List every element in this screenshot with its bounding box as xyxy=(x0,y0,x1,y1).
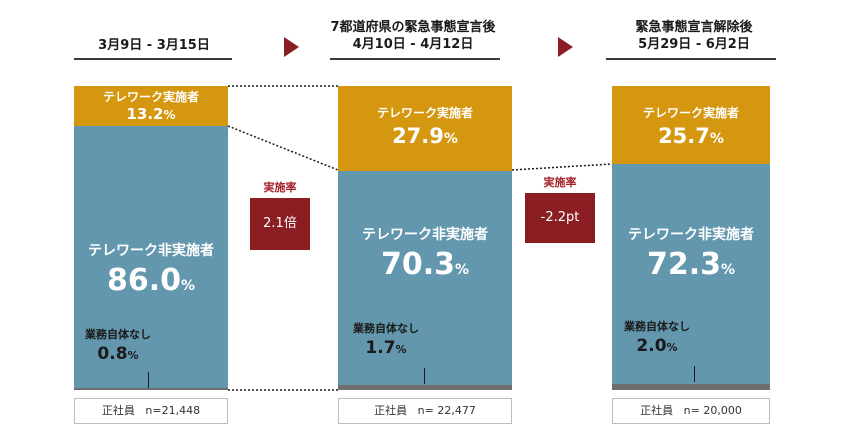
bar-2-non-telework-unit: % xyxy=(455,262,470,278)
bar-1-non-telework-label: テレワーク非実施者 86.0% xyxy=(74,240,228,307)
bar-3-non-telework-segment xyxy=(612,164,770,384)
bar-1-no-work-unit: % xyxy=(127,349,139,362)
bar-2-no-work-segment xyxy=(338,384,512,390)
period-header-3-dates: 5月29日 - 6月2日 xyxy=(638,37,750,52)
period-header-2-underline xyxy=(330,58,500,60)
period-header-2-dates: 4月10日 - 4月12日 xyxy=(352,37,474,52)
bar-2-non-telework-value: 70.3 xyxy=(380,247,455,282)
bar-3-telework-segment xyxy=(612,86,770,165)
sample-1-n: n=21,448 xyxy=(145,404,201,417)
bar-1-no-work-segment xyxy=(74,387,228,390)
bar-1-telework-name: テレワーク実施者 xyxy=(102,90,199,104)
bar-1-no-work-pointer xyxy=(148,372,149,388)
connector-mid-2 xyxy=(511,163,613,171)
bar-2: テレワーク実施者 27.9% テレワーク非実施者 70.3% 業務自体なし 1.… xyxy=(338,86,512,390)
bar-1-non-telework-name: テレワーク非実施者 xyxy=(88,243,214,259)
period-header-1-underline xyxy=(74,58,232,60)
bar-2-non-telework-name: テレワーク非実施者 xyxy=(362,227,488,243)
sample-3-n: n= 20,000 xyxy=(683,404,742,417)
bar-2-no-work-pointer xyxy=(424,368,425,384)
bar-2-telework-value: 27.9 xyxy=(392,124,444,148)
sample-2-group: 正社員 xyxy=(374,404,408,417)
sample-3-group: 正社員 xyxy=(640,404,674,417)
bar-1-telework-unit: % xyxy=(163,108,176,122)
sample-2-n: n= 22,477 xyxy=(417,404,476,417)
bar-1-telework-value: 13.2 xyxy=(126,105,164,123)
bar-3-no-work-unit: % xyxy=(666,341,678,354)
arrow-right-icon xyxy=(558,37,573,57)
change-1-badge: 2.1倍 xyxy=(250,198,310,250)
sample-1-group: 正社員 xyxy=(101,404,135,417)
bar-3-no-work-pointer xyxy=(694,366,695,382)
bar-3-non-telework-name: テレワーク非実施者 xyxy=(628,227,754,243)
bar-1-no-work-value: 0.8 xyxy=(97,344,128,364)
bar-2-non-telework-segment xyxy=(338,170,512,385)
bar-3-non-telework-unit: % xyxy=(721,262,736,278)
bar-1-non-telework-value: 86.0 xyxy=(106,263,181,298)
bar-2-telework-segment xyxy=(338,86,512,171)
bar-1-telework-label: テレワーク実施者 13.2% xyxy=(74,88,228,123)
bar-3-no-work-label: 業務自体なし 2.0% xyxy=(592,318,722,360)
bar-1-telework-segment xyxy=(74,86,228,127)
bar-3-telework-label: テレワーク実施者 25.7% xyxy=(612,104,770,154)
period-header-2: 7都道府県の緊急事態宣言後 4月10日 - 4月12日 xyxy=(318,19,508,53)
period-header-1: 3月9日 - 3月15日 xyxy=(74,37,234,54)
bar-2-telework-name: テレワーク実施者 xyxy=(376,106,473,120)
bar-1-no-work-label: 業務自体なし 0.8% xyxy=(58,326,178,368)
bar-2-telework-label: テレワーク実施者 27.9% xyxy=(338,104,512,154)
bar-2-non-telework-label: テレワーク非実施者 70.3% xyxy=(338,224,512,291)
period-header-1-dates: 3月9日 - 3月15日 xyxy=(98,38,210,53)
bar-3-non-telework-label: テレワーク非実施者 72.3% xyxy=(612,224,770,291)
bar-2-telework-unit: % xyxy=(443,131,458,147)
period-header-3-title: 緊急事態宣言解除後 xyxy=(635,20,753,35)
bar-3-telework-name: テレワーク実施者 xyxy=(642,106,739,120)
sample-box-1: 正社員 n=21,448 xyxy=(74,398,228,424)
connector-mid-1 xyxy=(227,125,339,171)
bar-2-no-work-unit: % xyxy=(395,343,407,356)
period-header-3-underline xyxy=(606,58,776,60)
sample-box-2: 正社員 n= 22,477 xyxy=(338,398,512,424)
period-header-3: 緊急事態宣言解除後 5月29日 - 6月2日 xyxy=(606,19,782,53)
bar-2-no-work-value: 1.7 xyxy=(365,338,396,358)
bar-2-no-work-label: 業務自体なし 1.7% xyxy=(326,320,446,362)
bar-1-non-telework-unit: % xyxy=(181,278,196,294)
bar-3-no-work-segment xyxy=(612,383,770,390)
arrow-right-icon xyxy=(284,37,299,57)
change-2-badge: -2.2pt xyxy=(525,193,595,243)
bar-3-no-work-value: 2.0 xyxy=(636,336,667,356)
period-header-2-title: 7都道府県の緊急事態宣言後 xyxy=(330,20,496,35)
bar-3-non-telework-value: 72.3 xyxy=(646,247,721,282)
bar-3-no-work-name: 業務自体なし xyxy=(624,320,690,333)
bar-1: テレワーク実施者 13.2% テレワーク非実施者 86.0% 業務自体なし 0.… xyxy=(74,86,228,390)
bar-3-telework-value: 25.7 xyxy=(658,124,710,148)
bar-1-non-telework-segment xyxy=(74,126,228,388)
bar-2-no-work-name: 業務自体なし xyxy=(353,322,419,335)
bar-3: テレワーク実施者 25.7% テレワーク非実施者 72.3% 業務自体なし 2.… xyxy=(612,86,770,390)
change-2-label: 実施率 xyxy=(543,176,577,189)
bar-1-no-work-name: 業務自体なし xyxy=(85,328,151,341)
sample-box-3: 正社員 n= 20,000 xyxy=(612,398,770,424)
change-1-label: 実施率 xyxy=(263,181,297,194)
bar-3-telework-unit: % xyxy=(709,131,724,147)
